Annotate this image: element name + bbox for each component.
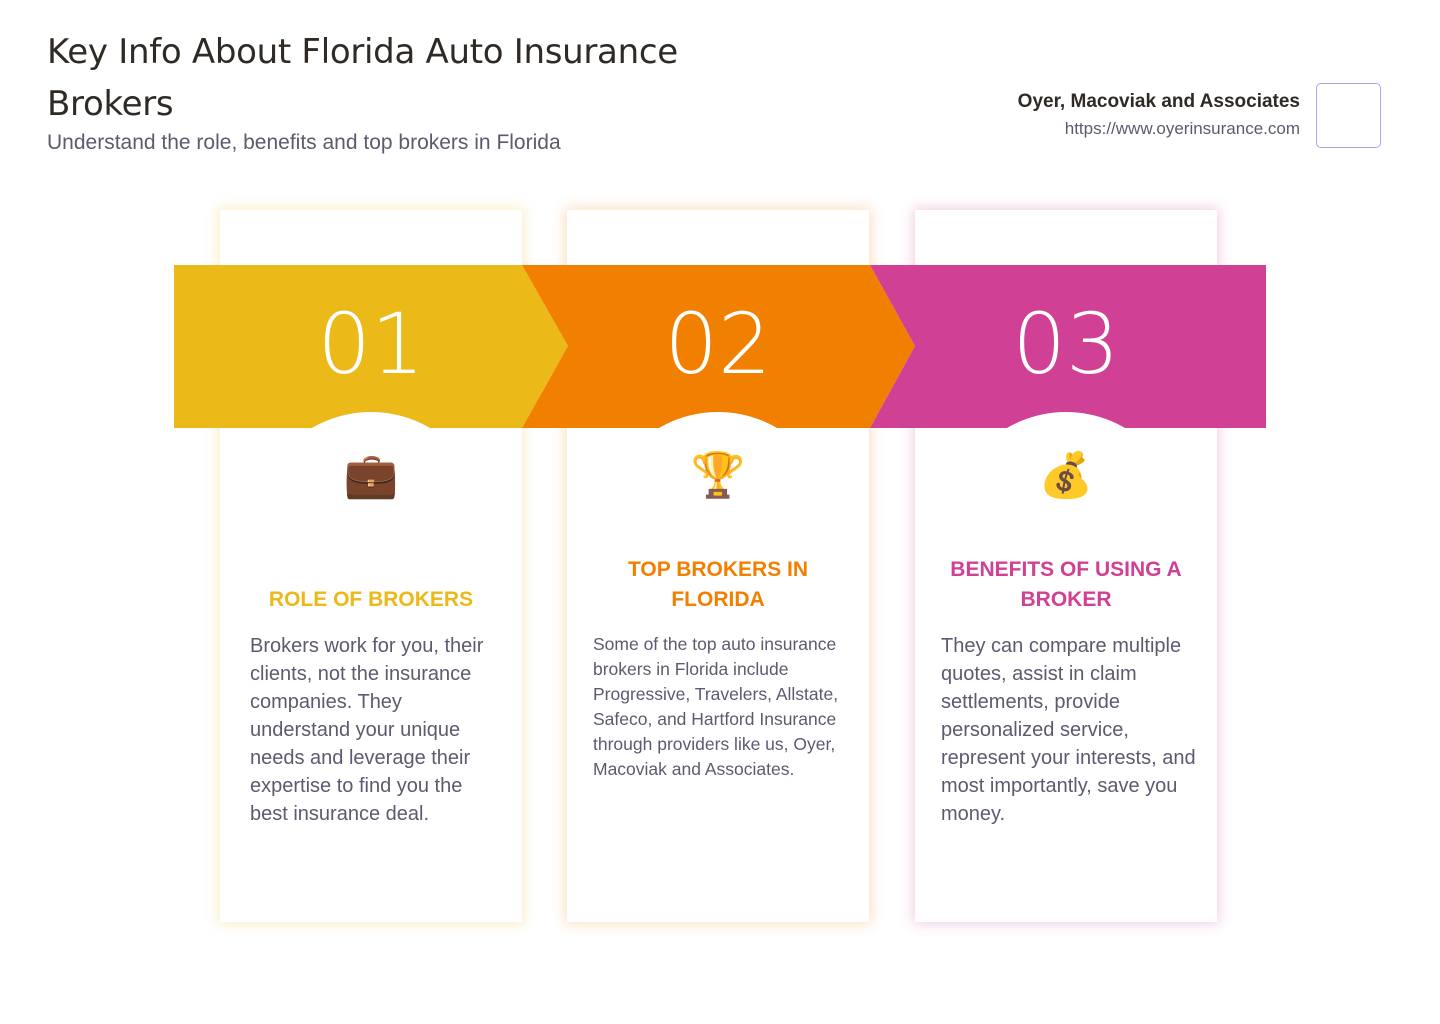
step-text-02: Some of the top auto insurance brokers i… [593,634,839,779]
step-arrow-02 [522,265,915,428]
money-bag-icon: 💰 [1038,451,1094,500]
step-text-01: Brokers work for you, their clients, not… [250,635,484,825]
briefcase-icon: 💼 [343,451,399,500]
step-heading-03: BENEFITS OF USING A BROKER [950,558,1182,611]
step-arrow-03 [870,265,1266,428]
step-number-02: 02 [664,295,772,393]
brand-url[interactable]: https://www.oyerinsurance.com [1064,119,1300,138]
step-arrow-01 [174,265,568,428]
step-heading-02: TOP BROKERS IN FLORIDA [627,558,809,611]
icon-circle-01 [311,412,431,428]
page-subtitle: Understand the role, benefits and top br… [47,131,561,154]
brand-block: Oyer, Macoviak and Associates https://ww… [1018,91,1300,139]
step-number-03: 03 [1012,295,1120,393]
step-heading-01: ROLE OF BROKERS [268,588,474,611]
icon-circle-03 [1006,412,1126,428]
brand-name: Oyer, Macoviak and Associates [1017,91,1300,112]
step-number-01: 01 [317,295,425,393]
brand-logo-placeholder [1316,83,1381,148]
trophy-icon: 🏆 [690,451,746,500]
icon-circle-02 [658,412,778,428]
step-text-03: They can compare multiple quotes, assist… [941,635,1196,825]
page-title: Key Info About Florida Auto Insurance Br… [47,32,678,124]
